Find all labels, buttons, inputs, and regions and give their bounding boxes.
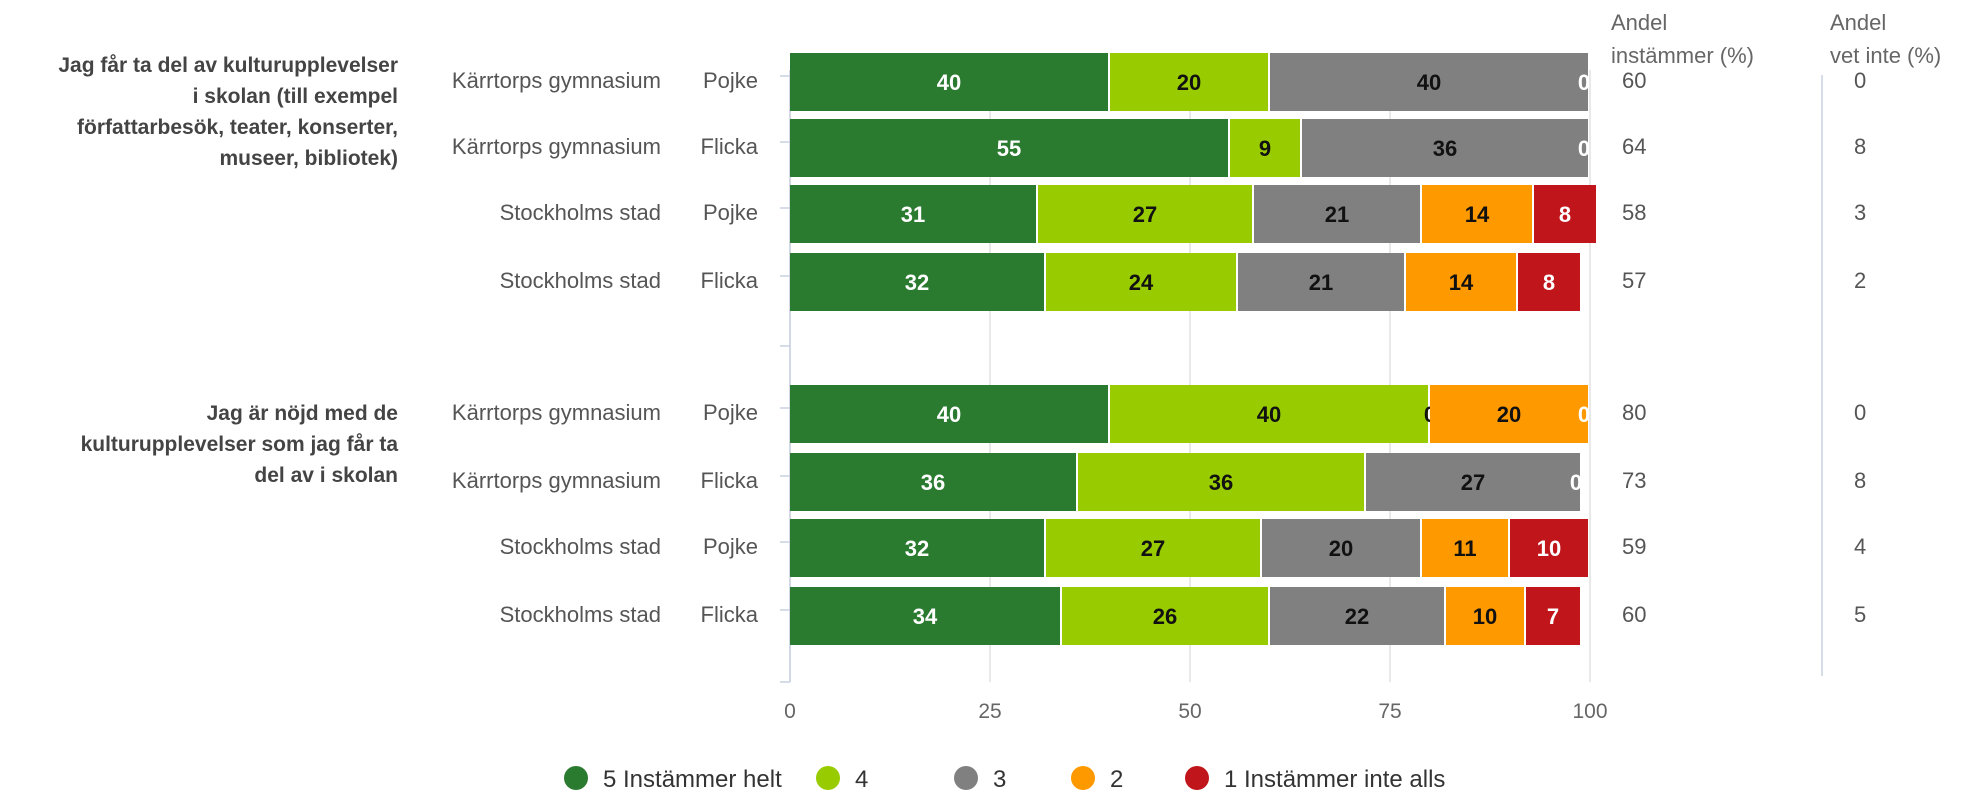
bar-value-label: 0	[1570, 470, 1582, 495]
bar-value-label: 0	[1578, 402, 1590, 427]
bar-value-label: 36	[1433, 136, 1457, 161]
legend-marker	[1185, 766, 1209, 790]
bar-value-label: 27	[1141, 536, 1165, 561]
question-label: museer, bibliotek)	[219, 147, 398, 170]
bar-value-label: 55	[997, 136, 1021, 161]
school-label: Kärrtorps gymnasium	[452, 400, 661, 425]
dontknow-percent: 8	[1854, 468, 1866, 493]
bar-value-label: 14	[1465, 202, 1490, 227]
bar-value-label: 10	[1473, 604, 1497, 629]
gender-label: Flicka	[701, 602, 759, 627]
gender-label: Flicka	[701, 134, 759, 159]
bar-value-label: 0	[1578, 136, 1590, 161]
agree-column-header: instämmer (%)	[1611, 43, 1754, 68]
dontknow-percent: 8	[1854, 134, 1866, 159]
bar-value-label: 26	[1153, 604, 1177, 629]
bar-value-label: 22	[1345, 604, 1369, 629]
gender-label: Pojke	[703, 200, 758, 225]
legend-marker	[816, 766, 840, 790]
legend-label: 1 Instämmer inte alls	[1224, 766, 1445, 793]
agree-percent: 73	[1622, 468, 1646, 493]
agree-percent: 58	[1622, 200, 1646, 225]
legend-marker	[954, 766, 978, 790]
x-tick-label: 100	[1572, 700, 1607, 723]
bar-value-label: 11	[1453, 536, 1476, 561]
legend-marker	[564, 766, 588, 790]
gender-label: Flicka	[701, 468, 759, 493]
agree-percent: 80	[1622, 400, 1646, 425]
question-label: del av i skolan	[254, 464, 398, 487]
school-label: Kärrtorps gymnasium	[452, 68, 661, 93]
agree-percent: 64	[1622, 134, 1646, 159]
bar-value-label: 21	[1309, 270, 1333, 295]
gender-label: Flicka	[701, 268, 759, 293]
bar-value-label: 40	[1417, 70, 1441, 95]
school-label: Stockholms stad	[500, 268, 661, 293]
agree-percent: 59	[1622, 534, 1646, 559]
legend-label: 2	[1110, 766, 1123, 793]
dontknow-percent: 0	[1854, 400, 1866, 425]
legend-label: 5 Instämmer helt	[603, 766, 782, 793]
bar-value-label: 40	[937, 70, 961, 95]
school-label: Kärrtorps gymnasium	[452, 134, 661, 159]
school-label: Stockholms stad	[500, 200, 661, 225]
legend-marker	[1071, 766, 1095, 790]
dontknow-percent: 3	[1854, 200, 1866, 225]
question-label: kulturupplevelser som jag får ta	[81, 433, 399, 456]
bar-value-label: 8	[1543, 270, 1555, 295]
bar-value-label: 24	[1129, 270, 1154, 295]
bar-value-label: 9	[1259, 136, 1271, 161]
gender-label: Pojke	[703, 68, 758, 93]
dontknow-percent: 4	[1854, 534, 1866, 559]
bar-value-label: 36	[921, 470, 945, 495]
agree-percent: 57	[1622, 268, 1646, 293]
dontknow-percent: 2	[1854, 268, 1866, 293]
school-label: Stockholms stad	[500, 534, 661, 559]
x-tick-label: 25	[978, 700, 1001, 723]
bar-value-label: 7	[1547, 604, 1559, 629]
agree-percent: 60	[1622, 602, 1646, 627]
bar-value-label: 31	[901, 202, 925, 227]
dontknow-column-header: vet inte (%)	[1830, 43, 1941, 68]
bar-value-label: 8	[1559, 202, 1571, 227]
agree-percent: 60	[1622, 68, 1646, 93]
bar-value-label: 20	[1177, 70, 1201, 95]
bar-value-label: 10	[1537, 536, 1561, 561]
question-label: Jag får ta del av kulturupplevelser	[58, 54, 398, 77]
x-tick-label: 0	[784, 700, 796, 723]
bar-value-label: 14	[1449, 270, 1474, 295]
bar-value-label: 20	[1329, 536, 1353, 561]
question-label: i skolan (till exempel	[193, 85, 398, 108]
question-label: författarbesök, teater, konserter,	[77, 116, 398, 139]
bar-value-label: 0	[1578, 70, 1590, 95]
bar-value-label: 20	[1497, 402, 1521, 427]
bar-value-label: 32	[905, 536, 929, 561]
bar-value-label: 27	[1133, 202, 1157, 227]
bar-value-label: 21	[1325, 202, 1349, 227]
bar-value-label: 34	[913, 604, 938, 629]
bar-value-label: 32	[905, 270, 929, 295]
school-label: Kärrtorps gymnasium	[452, 468, 661, 493]
bar-value-label: 40	[1257, 402, 1281, 427]
question-label: Jag är nöjd med de	[207, 402, 398, 425]
school-label: Stockholms stad	[500, 602, 661, 627]
bar-value-label: 40	[937, 402, 961, 427]
dontknow-percent: 5	[1854, 602, 1866, 627]
gender-label: Pojke	[703, 400, 758, 425]
dontknow-percent: 0	[1854, 68, 1866, 93]
bar-value-label: 27	[1461, 470, 1485, 495]
legend-label: 4	[855, 766, 868, 793]
x-tick-label: 50	[1178, 700, 1201, 723]
dontknow-column-header: Andel	[1830, 10, 1886, 35]
legend-label: 3	[993, 766, 1006, 793]
bar-value-label: 36	[1209, 470, 1233, 495]
agree-column-header: Andel	[1611, 10, 1667, 35]
gender-label: Pojke	[703, 534, 758, 559]
x-tick-label: 75	[1378, 700, 1401, 723]
